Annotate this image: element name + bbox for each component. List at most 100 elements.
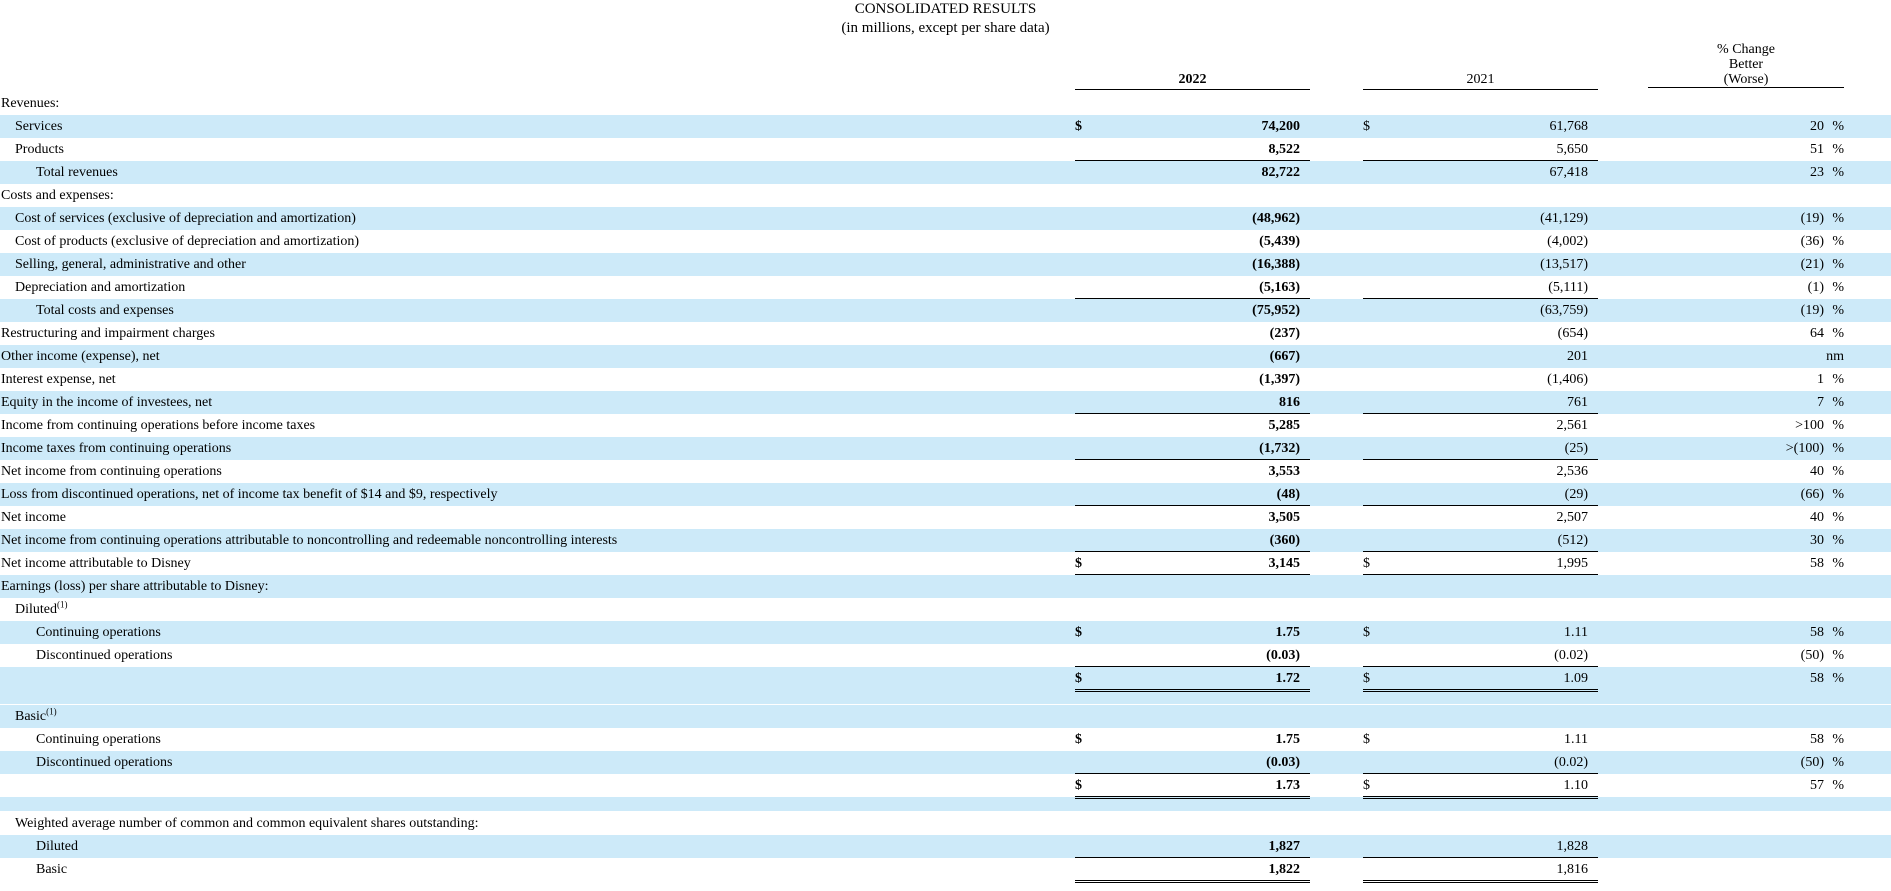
table-row: Services $ $74,200 61,768 20% bbox=[0, 115, 1891, 138]
table-row: Net income 3,505 2,507 40% bbox=[0, 506, 1891, 529]
table-row: Cost of products (exclusive of depreciat… bbox=[0, 230, 1891, 253]
percent-sign: % bbox=[1832, 648, 1844, 663]
change-header-line-1: % Change bbox=[1717, 42, 1775, 57]
value-2021: 5,650 bbox=[1556, 142, 1589, 157]
table-row: Selling, general, administrative and oth… bbox=[0, 253, 1891, 276]
percent-change-value: (66) bbox=[1800, 487, 1824, 502]
percent-change-value: (19) bbox=[1800, 211, 1824, 226]
value-2022: 8,522 bbox=[1268, 142, 1301, 157]
value-2022 bbox=[1075, 813, 1300, 833]
percent-sign: % bbox=[1832, 372, 1844, 387]
table-row: Products 8,522 5,650 51% bbox=[0, 138, 1891, 161]
rule-2022 bbox=[1075, 835, 1310, 858]
row-label: Diluted bbox=[36, 839, 78, 854]
value-2022 bbox=[1075, 93, 1300, 113]
percent-change: >100% bbox=[1648, 414, 1844, 437]
value-2021: (13,517) bbox=[1540, 257, 1588, 272]
value-2021: 1.11 bbox=[1564, 625, 1588, 640]
percent-sign: % bbox=[1832, 280, 1844, 295]
percent-change-value: >(100) bbox=[1785, 441, 1824, 456]
percent-change: >(100)% bbox=[1648, 437, 1844, 460]
rule-2021 bbox=[1363, 644, 1598, 667]
dollar-sign-2021: $ bbox=[1363, 732, 1370, 747]
row-label: Basic bbox=[36, 862, 68, 877]
percent-sign: % bbox=[1832, 755, 1844, 770]
value-2021: 201 bbox=[1567, 349, 1588, 364]
percent-change: 57% bbox=[1648, 774, 1844, 797]
dollar-sign-2021: $ bbox=[1363, 625, 1370, 640]
value-2022: 3,553 bbox=[1268, 464, 1301, 479]
dollar-sign-2021: $ bbox=[1363, 778, 1370, 793]
row-label: Net income from continuing operations bbox=[1, 464, 222, 479]
value-2022: 82,722 bbox=[1261, 165, 1301, 180]
row-label: Diluted(1) bbox=[15, 599, 68, 617]
row-label: Net income attributable to Disney bbox=[1, 556, 191, 571]
value-2021: (63,759) bbox=[1540, 303, 1588, 318]
percent-change: (1)% bbox=[1648, 276, 1844, 299]
table-row: Discontinued operations (0.03) (0.02) (50)% bbox=[0, 644, 1891, 667]
percent-change-value: 57 bbox=[1810, 778, 1824, 793]
value-2022: (75,952) bbox=[1252, 303, 1300, 318]
rule-2022 bbox=[1075, 774, 1310, 799]
percent-change: 64% bbox=[1648, 322, 1844, 345]
row-label: Discontinued operations bbox=[36, 755, 173, 770]
rule-2021 bbox=[1363, 529, 1598, 552]
percent-change: 20% bbox=[1648, 115, 1844, 138]
value-2022: 3,505 bbox=[1268, 510, 1301, 525]
percent-sign: % bbox=[1832, 487, 1844, 502]
value-2022: (0.03) bbox=[1266, 648, 1300, 663]
row-label: Net income from continuing operations at… bbox=[1, 533, 618, 548]
percent-change: 58% bbox=[1648, 552, 1844, 575]
rule-2022 bbox=[1075, 858, 1310, 883]
row-label: Depreciation and amortization bbox=[15, 280, 186, 295]
row-label: Continuing operations bbox=[36, 625, 161, 640]
value-2022: (5,439) bbox=[1259, 234, 1300, 249]
percent-change bbox=[1648, 184, 1844, 207]
percent-change: (50)% bbox=[1648, 751, 1844, 774]
rule-2022 bbox=[1075, 529, 1310, 552]
percent-sign: % bbox=[1832, 671, 1844, 686]
spacer-band bbox=[0, 797, 1891, 811]
value-2021: (25) bbox=[1564, 441, 1588, 456]
table-row: Costs and expenses: bbox=[0, 184, 1891, 207]
percent-sign: % bbox=[1832, 234, 1844, 249]
value-2022 bbox=[1075, 599, 1300, 619]
value-2022 bbox=[1075, 576, 1300, 596]
percent-change bbox=[1648, 92, 1844, 115]
percent-change: (36)% bbox=[1648, 230, 1844, 253]
value-2021: 1,828 bbox=[1556, 839, 1589, 854]
spacer-band bbox=[0, 690, 1891, 704]
percent-change-value: (1) bbox=[1807, 280, 1824, 295]
row-label: Discontinued operations bbox=[36, 648, 173, 663]
percent-sign: % bbox=[1832, 441, 1844, 456]
percent-change: 7% bbox=[1648, 391, 1844, 414]
value-2022: (5,163) bbox=[1259, 280, 1300, 295]
table-row: $ $1.73 1.10 57% bbox=[0, 774, 1891, 799]
percent-sign: % bbox=[1832, 165, 1844, 180]
percent-sign: % bbox=[1832, 119, 1844, 134]
table-row: Continuing operations $ $1.75 1.11 58% bbox=[0, 728, 1891, 751]
percent-change-value: 40 bbox=[1810, 510, 1824, 525]
value-2021: 1,995 bbox=[1556, 556, 1589, 571]
percent-change-value: (19) bbox=[1800, 303, 1824, 318]
value-2021: 67,418 bbox=[1549, 165, 1589, 180]
percent-change: (21)% bbox=[1648, 253, 1844, 276]
percent-sign: % bbox=[1832, 257, 1844, 272]
table-row: Earnings (loss) per share attributable t… bbox=[0, 575, 1891, 598]
rule-2022 bbox=[1075, 483, 1310, 506]
rule-2021 bbox=[1363, 667, 1598, 692]
dollar-sign-2021: $ bbox=[1363, 671, 1370, 686]
table-row: Basic 1,822 1,816 bbox=[0, 858, 1891, 883]
row-label: Total costs and expenses bbox=[36, 303, 174, 318]
percent-change: nm bbox=[1648, 345, 1844, 368]
value-2022: 1.75 bbox=[1275, 625, 1301, 640]
percent-change: 58% bbox=[1648, 728, 1844, 751]
percent-sign: % bbox=[1832, 556, 1844, 571]
value-2021: (4,002) bbox=[1547, 234, 1588, 249]
dollar-sign-2022: $ bbox=[1075, 671, 1082, 686]
value-2021: 1.11 bbox=[1564, 732, 1588, 747]
row-label: Weighted average number of common and co… bbox=[15, 816, 479, 831]
rule-2022 bbox=[1075, 644, 1310, 667]
dollar-sign-2022: $ bbox=[1075, 778, 1082, 793]
rule-2022 bbox=[1075, 391, 1310, 414]
